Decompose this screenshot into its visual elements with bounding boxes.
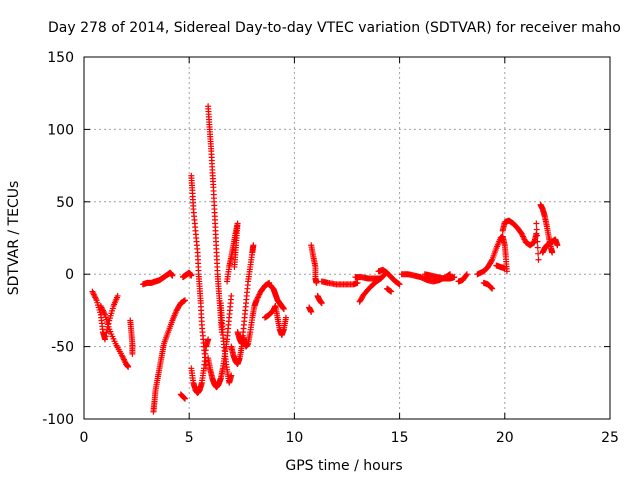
data-point [188,272,195,279]
data-point [488,284,495,291]
data-point [125,363,132,370]
data-point [533,220,540,227]
data-point [308,308,315,315]
data-point [535,250,542,257]
data-point [103,330,110,337]
data-point [549,249,556,256]
plot-frame [83,56,611,420]
x-tick-label: 10 [285,430,303,446]
y-tick-label: -50 [51,340,74,356]
chart-title: Day 278 of 2014, Sidereal Day-to-day VTE… [48,20,621,36]
y-tick-label: 150 [47,50,74,66]
data-point [102,333,109,340]
x-axis-label: GPS time / hours [285,458,402,474]
x-tick-label: 5 [185,430,194,446]
data-point [181,297,188,304]
data-point [489,285,496,292]
data-points [89,103,561,415]
x-tick-label: 20 [496,430,514,446]
data-point [228,372,235,379]
data-point [250,242,257,249]
x-tick-label: 0 [80,430,89,446]
data-point [231,263,238,270]
y-tick-label: -100 [42,412,74,428]
data-point [534,238,541,245]
y-tick-label: 100 [47,122,74,138]
data-point [554,242,561,249]
data-point [114,292,121,299]
y-tick-label: 0 [65,267,74,283]
data-point [240,334,247,341]
data-point [181,395,188,402]
data-point [534,232,541,239]
data-point [205,336,212,343]
data-point [228,292,235,299]
data-point [388,288,395,295]
data-point [102,336,109,343]
x-tick-label: 25 [601,430,619,446]
y-axis-label: SDTVAR / TECUs [6,181,22,296]
data-point [534,244,541,251]
data-point [169,272,176,279]
data-point [280,305,287,312]
data-point [463,272,470,279]
data-point [396,281,403,288]
data-point [181,395,188,402]
data-point [451,274,458,281]
axis-ticks: 0 5 10 15 20 25 -100 -50 0 50 100 150 [42,50,619,446]
data-point [318,300,325,307]
data-point [533,226,540,233]
data-point [535,256,542,263]
data-point [129,350,136,357]
data-point [313,279,320,286]
data-point [354,279,361,286]
y-tick-label: 50 [56,195,74,211]
data-point [501,265,508,272]
data-point [488,257,495,264]
x-tick-label: 15 [391,430,409,446]
data-point [463,271,470,278]
data-point [282,314,289,321]
